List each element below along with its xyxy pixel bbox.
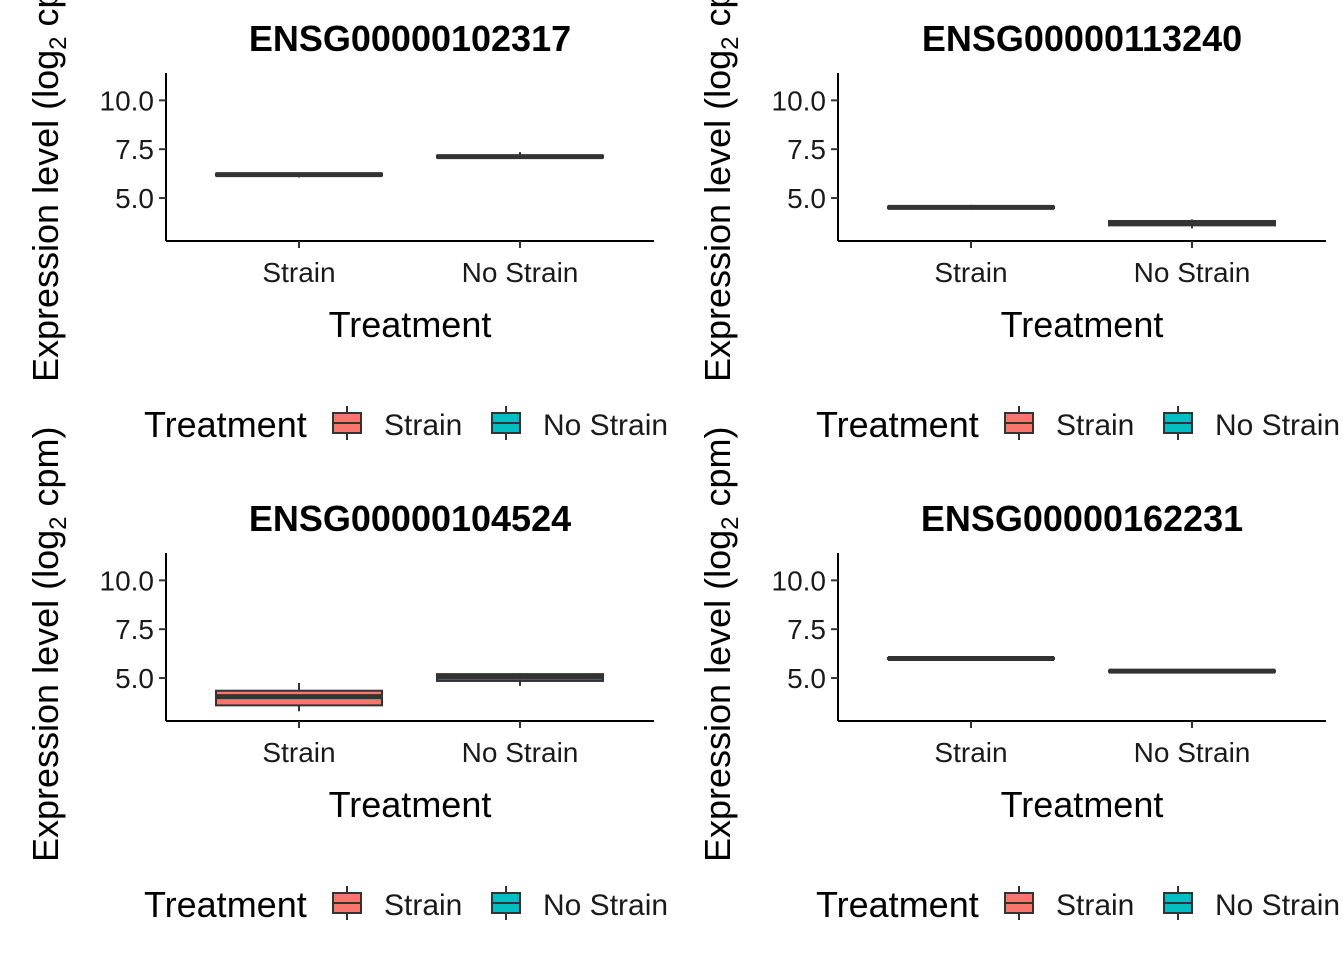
x-tick-label: No Strain [462,257,579,288]
y-tick-label: 7.5 [115,614,154,645]
panel-title: ENSG00000162231 [921,498,1243,539]
box-no-strain [1108,219,1276,229]
y-tick-label: 5.0 [115,183,154,214]
y-axis-label: Expression level (log2 cpm) [25,426,72,862]
panel-3: ENSG00000104524 5.0 7.5 10.0 Strain No Strain… [25,426,668,925]
y-tick-label: 10.0 [100,85,155,116]
legend: Treatment Strain No Strain [816,404,1340,445]
legend-title: Treatment [816,404,979,445]
legend-title: Treatment [144,884,307,925]
legend-title: Treatment [816,884,979,925]
x-axis-label: Treatment [329,784,492,825]
x-tick-label: Strain [262,737,335,768]
y-tick-label: 5.0 [787,183,826,214]
legend-label: Strain [384,409,462,442]
legend-label: Strain [1056,889,1134,922]
y-axis-label: Expression level (log2 cpm) [697,426,744,862]
legend-label: No Strain [1215,889,1340,922]
legend-label: Strain [1056,409,1134,442]
box-no-strain [1108,668,1276,674]
x-tick-label: Strain [934,737,1007,768]
box-strain [215,172,383,178]
box-strain [887,655,1055,661]
y-tick-label: 7.5 [787,614,826,645]
legend: Treatment Strain No Strain [144,404,668,445]
panel-title: ENSG00000113240 [922,18,1242,59]
x-tick-label: No Strain [1134,257,1251,288]
legend-label: No Strain [543,889,668,922]
legend-label: No Strain [1215,409,1340,442]
y-tick-label: 10.0 [100,565,155,596]
x-tick-label: Strain [262,257,335,288]
panel-4: ENSG00000162231 5.0 7.5 10.0 Strain No Strain… [697,426,1340,925]
y-tick-label: 10.0 [772,565,827,596]
x-tick-label: Strain [934,257,1007,288]
legend: Treatment Strain No Strain [144,884,668,925]
x-axis-label: Treatment [1001,784,1164,825]
panel-title: ENSG00000102317 [249,18,571,59]
y-tick-label: 5.0 [115,663,154,694]
legend-label: Strain [384,889,462,922]
legend: Treatment Strain No Strain [816,884,1340,925]
panel-2: ENSG00000113240 5.0 7.5 10.0 Strain No Strain… [697,0,1340,445]
panel-1: ENSG00000102317 5.0 7.5 10.0 Strain No Strain… [25,0,668,445]
y-tick-label: 7.5 [115,134,154,165]
x-tick-label: No Strain [1134,737,1251,768]
y-axis-label: Expression level (log2 cpm) [697,0,744,382]
y-tick-label: 7.5 [787,134,826,165]
panel-title: ENSG00000104524 [249,498,571,539]
legend-title: Treatment [144,404,307,445]
y-axis-label: Expression level (log2 cpm) [25,0,72,382]
y-tick-label: 10.0 [772,85,827,116]
box-strain [887,204,1055,210]
box-strain [215,682,383,712]
x-tick-label: No Strain [462,737,579,768]
box-no-strain [436,673,604,686]
legend-label: No Strain [543,409,668,442]
box-no-strain [436,152,604,160]
x-axis-label: Treatment [329,304,492,345]
x-axis-label: Treatment [1001,304,1164,345]
y-tick-label: 5.0 [787,663,826,694]
